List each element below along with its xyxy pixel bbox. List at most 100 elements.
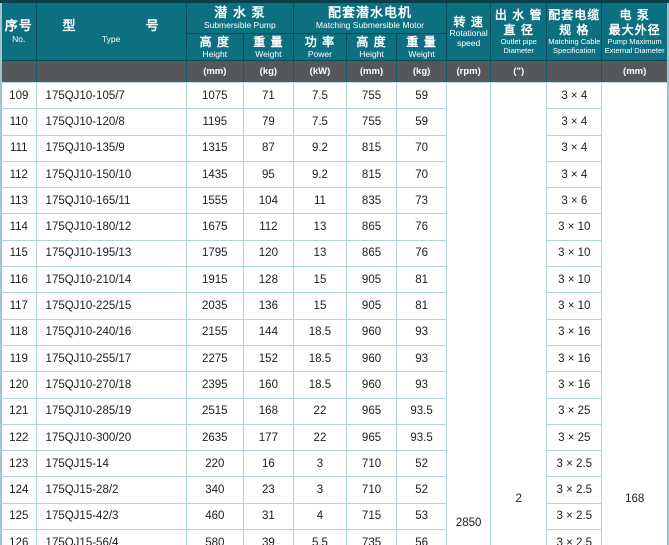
type-cell: 175QJ10-285/19 [35, 397, 187, 425]
no-cell: 116 [0, 266, 37, 294]
header-power-zh: 功 率 [304, 34, 336, 49]
motor-height-cell: 735 [345, 529, 398, 545]
header-motor-group-en: Matching Submersible Motor [315, 20, 425, 31]
type-cell: 175QJ10-105/7 [35, 81, 187, 110]
maxdia-value: 168 [625, 493, 645, 505]
type-cell: 175QJ10-165/11 [35, 187, 187, 215]
type-cell: 175QJ10-210/14 [35, 266, 187, 294]
cable-cell: 3 × 16 [546, 318, 603, 346]
header-cable-zh1: 配套电缆 [548, 8, 601, 23]
power-cell: 22 [292, 423, 347, 452]
type-cell: 175QJ10-195/13 [35, 239, 187, 268]
header-cable-en: Matching Cable Specification [548, 36, 601, 55]
no-cell: 112 [0, 160, 37, 189]
pump-height-cell: 2395 [185, 371, 244, 399]
motor-height-cell: 905 [345, 266, 398, 294]
motor-weight-cell: 81 [396, 266, 448, 294]
cable-cell: 3 × 6 [546, 187, 603, 215]
type-cell: 175QJ10-225/15 [35, 292, 187, 320]
table-row: 122 175QJ10-300/20 2635 177 22 965 93.5 … [0, 423, 668, 452]
motor-weight-cell: 52 [396, 476, 448, 504]
header-cable-zh2: 规 格 [559, 22, 590, 37]
no-cell: 123 [0, 450, 37, 478]
outlet-merged-cell: 2 [490, 82, 548, 545]
header-pump-group-en: Submersible Pump [203, 20, 276, 31]
table-row: 120 175QJ10-270/18 2395 160 18.5 960 93 … [0, 371, 668, 399]
pump-weight-cell: 31 [242, 502, 294, 531]
power-cell: 5.5 [292, 529, 347, 545]
type-cell: 175QJ15-42/3 [35, 502, 187, 531]
table-row: 111 175QJ10-135/9 1315 87 9.2 815 70 3 ×… [0, 134, 668, 162]
motor-height-cell: 815 [345, 134, 398, 162]
cable-cell: 3 × 4 [546, 81, 603, 110]
cable-cell: 3 × 4 [546, 160, 603, 189]
motor-weight-cell: 70 [396, 134, 448, 162]
motor-weight-cell: 93.5 [396, 423, 448, 452]
cable-cell: 3 × 2.5 [546, 476, 603, 504]
pump-weight-cell: 136 [242, 292, 294, 320]
unit-maxdia: (mm) [601, 60, 669, 83]
header-motor-height-zh: 高 度 [356, 34, 387, 49]
power-cell: 3 [292, 450, 347, 478]
cable-cell: 3 × 10 [546, 239, 603, 268]
pump-height-cell: 2035 [185, 292, 244, 320]
no-cell: 117 [0, 292, 37, 320]
cable-cell: 3 × 4 [546, 108, 603, 136]
motor-weight-cell: 73 [396, 187, 448, 215]
header-pump-height: 高 度 Height [185, 33, 244, 61]
power-cell: 15 [292, 266, 347, 294]
pump-height-cell: 2275 [185, 344, 244, 373]
pump-height-cell: 1435 [185, 160, 244, 189]
pump-weight-cell: 79 [242, 108, 294, 136]
pump-weight-cell: 128 [242, 266, 294, 294]
motor-weight-cell: 76 [396, 239, 448, 268]
header-motor-group: 配套潜水电机 Matching Submersible Motor [292, 1, 448, 34]
header-maxdia: 电 泵 最大外径 Pump Maximum External Diameter [601, 1, 669, 61]
power-cell: 18.5 [292, 318, 347, 346]
header-pump-group-zh: 潜 水 泵 [214, 4, 266, 20]
power-cell: 18.5 [292, 344, 347, 373]
no-cell: 121 [0, 397, 37, 425]
pump-height-cell: 340 [185, 476, 244, 504]
no-cell: 111 [0, 134, 37, 162]
type-cell: 175QJ10-270/18 [35, 371, 187, 399]
pump-height-cell: 1075 [185, 81, 244, 110]
pump-height-cell: 1675 [185, 213, 244, 241]
type-cell: 175QJ15-28/2 [35, 476, 187, 504]
cable-cell: 3 × 2.5 [546, 450, 603, 478]
motor-height-cell: 960 [345, 318, 398, 346]
unit-type [35, 60, 187, 83]
cable-cell: 3 × 25 [546, 397, 603, 425]
pump-height-cell: 460 [185, 502, 244, 531]
table-row: 125 175QJ15-42/3 460 31 4 715 53 3 × 2.5 [0, 502, 668, 531]
power-cell: 18.5 [292, 371, 347, 399]
header-pump-height-zh: 高 度 [199, 34, 230, 49]
header-no-en: No. [12, 33, 26, 44]
pump-height-cell: 1795 [185, 239, 244, 268]
pump-height-cell: 1915 [185, 266, 244, 294]
motor-height-cell: 960 [345, 371, 398, 399]
table-row: 112 175QJ10-150/10 1435 95 9.2 815 70 3 … [0, 160, 668, 189]
unit-cable [546, 60, 603, 83]
header-type: 型 号 Type [35, 1, 187, 61]
header-outlet-en: Outlet pipe Diameter [500, 36, 537, 55]
motor-height-cell: 865 [345, 213, 398, 241]
speed-value: 2850 [455, 517, 482, 529]
no-cell: 115 [0, 239, 37, 268]
header-outlet: 出 水 管 直 径 Outlet pipe Diameter [490, 1, 548, 61]
pump-height-cell: 1555 [185, 187, 244, 215]
header-no-zh: 序号 [4, 18, 33, 34]
header-no: 序号 No. [0, 1, 37, 61]
pump-weight-cell: 71 [242, 81, 294, 110]
pump-height-cell: 1315 [185, 134, 244, 162]
pump-weight-cell: 168 [242, 397, 294, 425]
motor-height-cell: 965 [345, 423, 398, 452]
header-power-en: Power [307, 48, 332, 59]
no-cell: 124 [0, 476, 37, 504]
motor-height-cell: 905 [345, 292, 398, 320]
header-pump-weight-zh: 重 量 [253, 34, 284, 49]
cable-cell: 3 × 10 [546, 266, 603, 294]
header-pump-weight: 重 量 Weight [242, 33, 294, 61]
